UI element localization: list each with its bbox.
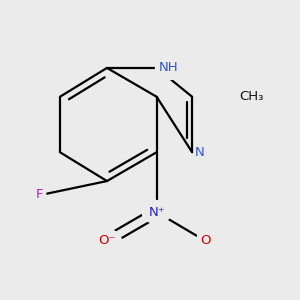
Text: CH₃: CH₃ <box>240 90 264 103</box>
Text: N⁺: N⁺ <box>148 206 165 219</box>
Ellipse shape <box>196 230 214 253</box>
Ellipse shape <box>155 56 184 80</box>
Ellipse shape <box>93 230 122 253</box>
Ellipse shape <box>142 201 171 224</box>
Text: NH: NH <box>159 61 178 74</box>
Text: O: O <box>200 234 211 248</box>
Text: F: F <box>36 188 44 201</box>
Ellipse shape <box>196 141 214 164</box>
Ellipse shape <box>236 85 265 108</box>
Text: O⁻: O⁻ <box>98 234 116 248</box>
Ellipse shape <box>28 183 46 206</box>
Text: N: N <box>194 146 204 159</box>
